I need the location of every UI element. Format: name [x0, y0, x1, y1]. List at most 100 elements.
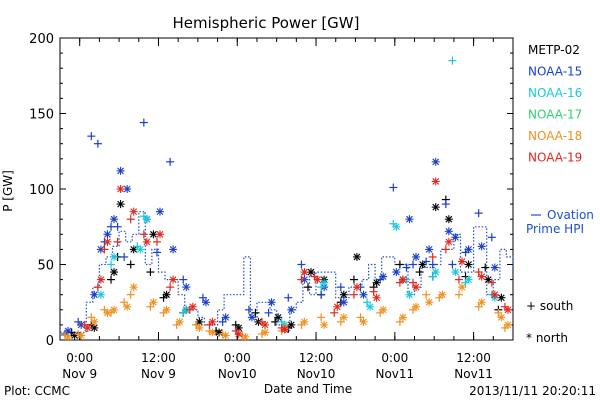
noaa-19-south-point — [500, 302, 509, 311]
legend: METP-02 NOAA-15 NOAA-16 NOAA-17 NOAA-18 NOAA-… — [528, 43, 582, 165]
noaa-18-south-point — [107, 308, 116, 317]
ovation-prime-hpi-line — [60, 211, 514, 333]
star-d2 — [353, 253, 361, 261]
y-axis: 0 50 100 150 200 — [29, 32, 513, 349]
star-d2 — [458, 283, 466, 291]
noaa-16-north-point — [96, 290, 105, 299]
x-tick-time: 0:00 — [66, 351, 93, 365]
legend-south-marker: + south — [526, 299, 573, 313]
star-d2 — [90, 318, 98, 326]
noaa-15-north-point — [247, 313, 256, 322]
star-d2 — [104, 238, 111, 246]
noaa-19-north-point — [457, 257, 466, 266]
star-d2 — [110, 306, 118, 314]
noaa-15-north-point — [392, 268, 401, 277]
noaa-19-north-point — [444, 237, 453, 246]
star-d2 — [130, 283, 138, 291]
x-tick-date: Nov11 — [454, 367, 493, 381]
noaa-16-south-point — [428, 272, 437, 281]
noaa-18-south-point — [146, 302, 155, 311]
noaa-15-south-point — [474, 209, 483, 218]
noaa-16-south-point — [389, 219, 398, 228]
noaa-19-north-point — [116, 185, 125, 193]
metp-02-south-point — [159, 293, 168, 302]
star-d2 — [366, 303, 374, 311]
noaa-15-south-point — [317, 290, 326, 299]
star-d2 — [130, 208, 138, 216]
metp-02-south-point — [146, 268, 155, 277]
star-d2 — [97, 291, 105, 299]
noaa-19-south-point — [80, 320, 89, 329]
noaa-16-north-point — [431, 268, 440, 277]
noaa-15-south-point — [409, 260, 418, 269]
star-d2 — [110, 215, 118, 223]
noaa-16-south-point — [179, 308, 188, 317]
star-d2 — [156, 230, 164, 238]
footer-credit: Plot: CCMC — [4, 384, 70, 398]
x-tick-date: Nov 9 — [62, 367, 97, 381]
star-d2 — [123, 303, 131, 311]
star-d2 — [314, 276, 321, 283]
star-d2 — [182, 283, 190, 291]
noaa-18-south-point — [474, 302, 483, 311]
star-d2 — [412, 283, 420, 291]
star-d2 — [432, 158, 440, 166]
noaa-19-south-point — [139, 230, 148, 239]
star-d2 — [478, 273, 486, 280]
metp-02-south-point — [415, 268, 424, 277]
noaa-15-north-point — [110, 215, 119, 224]
noaa-19-north-point — [96, 275, 105, 284]
noaa-18-south-point — [100, 305, 109, 314]
star-d2 — [90, 291, 98, 299]
star-d2 — [340, 313, 348, 321]
noaa-15-south-point — [166, 157, 175, 166]
noaa-16-north-point — [320, 278, 329, 287]
metp-02-north-point — [149, 230, 158, 239]
noaa-18-south-point — [172, 320, 181, 329]
noaa-19-north-point — [129, 207, 138, 216]
star-d2 — [373, 279, 381, 287]
star-d2 — [497, 294, 505, 302]
noaa-18-north-point — [149, 298, 158, 307]
star-d2 — [432, 203, 440, 211]
star-d2 — [163, 306, 170, 314]
noaa-16-south-point — [139, 212, 148, 221]
metp-02-south-point — [395, 260, 404, 269]
star-d2 — [432, 178, 440, 185]
noaa-15-south-point — [152, 248, 161, 257]
star-d2 — [406, 215, 413, 223]
noaa-18-south-point — [494, 308, 503, 317]
star-d2 — [425, 298, 433, 306]
noaa-15-south-point — [428, 260, 437, 269]
star-d2 — [458, 258, 466, 265]
noaa-15-south-point — [87, 132, 96, 141]
star-d2 — [399, 313, 407, 321]
noaa-15-north-point — [405, 215, 414, 224]
noaa-15-south-point — [74, 317, 83, 326]
star-d2 — [117, 200, 124, 208]
noaa-15-north-point — [267, 298, 276, 307]
noaa-19-south-point — [487, 278, 496, 287]
noaa-15-north-point — [116, 166, 125, 175]
footer-timestamp: 2013/11/11 20:20:11 — [469, 384, 596, 398]
noaa-18-south-point — [74, 329, 83, 338]
y-tick-label: 0 — [46, 334, 54, 349]
noaa-19-south-point — [369, 287, 378, 296]
chart-title: Hemispheric Power [GW] — [173, 14, 360, 32]
ovation-legend-label-line1: Ovation — [547, 208, 594, 222]
noaa-19-north-point — [352, 283, 361, 292]
noaa-19-south-point — [409, 278, 418, 287]
noaa-19-south-point — [185, 305, 194, 314]
star-d2 — [117, 167, 124, 175]
noaa-15-north-point — [201, 298, 210, 307]
noaa-16-south-point — [461, 278, 470, 287]
legend-noaa-16: NOAA-16 — [528, 86, 582, 100]
noaa-19-north-point — [333, 302, 342, 311]
x-axis-label: Date and Time — [264, 382, 352, 396]
noaa-19-south-point — [258, 317, 267, 326]
noaa-15-north-point — [431, 157, 440, 166]
metp-02-south-point — [126, 260, 135, 269]
star-d2 — [478, 242, 486, 250]
star-d2 — [452, 233, 459, 241]
